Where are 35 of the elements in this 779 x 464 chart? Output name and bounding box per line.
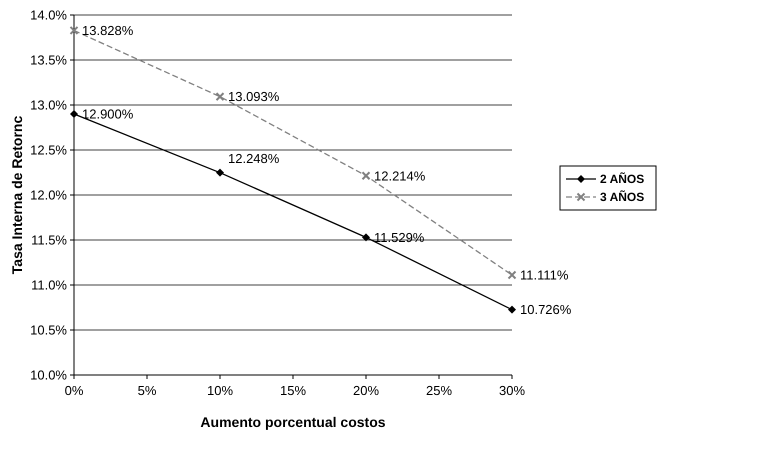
y-tick-label: 10.0% <box>30 368 68 383</box>
x-tick-label: 15% <box>280 383 306 398</box>
x-tick-label: 20% <box>352 383 380 398</box>
legend-label: 2 AÑOS <box>600 172 644 186</box>
y-tick-label: 11.5% <box>31 232 68 248</box>
point <box>216 92 224 102</box>
data-label: 13.828% <box>82 23 134 38</box>
legend-label: 3 AÑOS <box>600 190 644 204</box>
data-label: 12.248% <box>228 151 280 166</box>
x-axis-title: Aumento porcentual costos <box>200 414 386 430</box>
x-tick-label: 25% <box>426 383 452 398</box>
x-tick-label: 30% <box>498 383 526 398</box>
point <box>70 110 78 118</box>
y-tick-label: 12.0% <box>30 188 68 203</box>
y-tick-label: 11.0% <box>31 278 68 293</box>
point <box>70 26 78 35</box>
data-label: 10.726% <box>520 302 572 318</box>
x-tick-label: 5% <box>138 383 157 398</box>
point <box>362 171 370 180</box>
y-tick-label: 13.5% <box>30 52 68 68</box>
data-label: 12.214% <box>374 168 426 184</box>
y-tick-label: 10.5% <box>30 322 68 338</box>
y-axis-title: Tasa Interna de Retornc <box>9 116 25 274</box>
data-label: 13.093% <box>228 89 280 104</box>
point <box>362 233 370 242</box>
x-tick-label: 0% <box>64 383 84 398</box>
y-tick-label: 14.0% <box>30 8 68 23</box>
y-tick-label: 13.0% <box>30 98 68 113</box>
point <box>508 270 516 280</box>
point <box>216 168 224 177</box>
point <box>508 306 516 314</box>
data-label: 12.900% <box>82 106 134 122</box>
x-tick-label: 10% <box>206 383 234 398</box>
data-label: 11.111% <box>520 268 569 283</box>
y-tick-label: 12.5% <box>30 142 68 158</box>
